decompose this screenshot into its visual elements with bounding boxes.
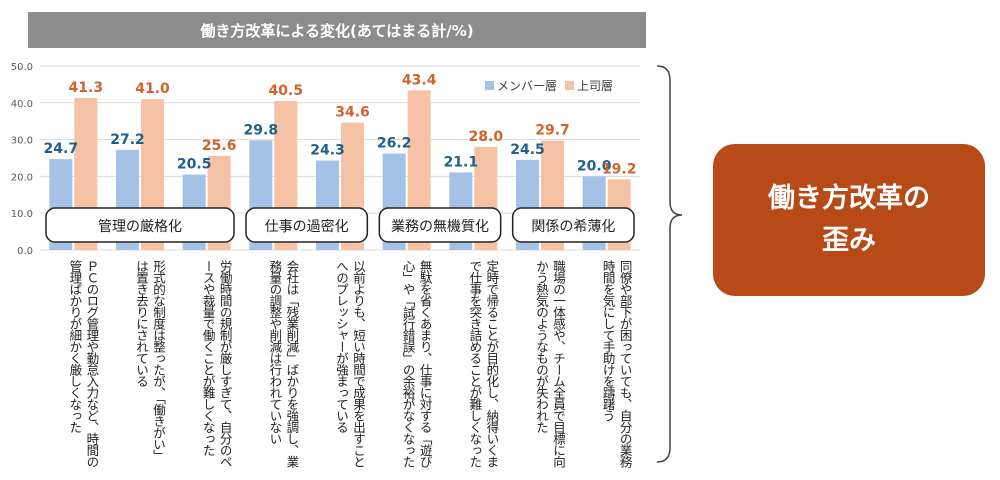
data-label: 41.0	[135, 81, 170, 97]
data-label: 29.8	[244, 122, 279, 138]
category-label: 形式的な制度は整ったが、「働きがい」は置き去りにされている	[134, 260, 166, 461]
bar-chart: 0.0 10.0 20.0 30.0 40.0 50.0 24.7 41.3 27.2 41.0…	[11, 62, 683, 463]
data-label: 24.7	[44, 141, 79, 157]
group-box	[45, 207, 235, 243]
data-label: 25.6	[202, 138, 237, 154]
group-label: 管理の厳格化	[98, 219, 182, 235]
group-label: 業務の無機質化	[391, 219, 489, 235]
callout-line-2: 歪み	[822, 225, 876, 256]
value-labels-layer: 24.7 41.3 27.2 41.0 20.5 25.6 29.8 40.5 24.3 34.6…	[44, 72, 637, 177]
y-tick-label: 10.0	[11, 209, 33, 220]
data-label: 27.2	[110, 132, 145, 148]
data-label: 26.2	[377, 136, 412, 152]
data-label: 21.1	[444, 154, 479, 170]
group-box	[245, 207, 369, 243]
y-tick-label: 40.0	[11, 99, 33, 110]
data-label: 29.7	[535, 123, 570, 139]
legend-swatch	[565, 81, 574, 90]
data-label: 24.5	[510, 142, 545, 158]
group-label: 仕事の過密化	[265, 218, 349, 235]
legend-label: 上司層	[577, 79, 613, 93]
summary-callout: 働き方改革の 歪み	[713, 144, 985, 296]
legend-label: メンバー層	[497, 79, 557, 93]
chart-title: 働き方改革による変化(あてはまる計/%)	[28, 12, 646, 48]
data-label: 41.3	[69, 80, 104, 96]
data-label: 40.5	[269, 83, 304, 99]
category-label: 無駄を省くあまり、仕事に対する「遊び心」や「試行錯誤」の余裕がなくなった	[400, 260, 433, 467]
group-boxes-layer: 管理の厳格化 仕事の過密化 業務の無機質化 関係の希薄化	[45, 207, 635, 243]
y-tick-label: 0.0	[17, 246, 33, 257]
data-label: 24.3	[310, 143, 345, 159]
category-label: 会社は「残業削減」ばかりを強調し、業務量の調整や削減は行われていない	[267, 260, 300, 467]
y-tick-label: 30.0	[11, 136, 33, 147]
y-tick-label: 20.0	[11, 172, 33, 183]
data-label: 34.6	[335, 105, 370, 121]
callout-line-1: 働き方改革の	[768, 183, 930, 214]
group-label: 関係の希薄化	[531, 219, 615, 235]
category-label: 同僚や部下が困っていても、自分の業務時間を気にして手助けを躊躇う	[600, 260, 633, 467]
brace-icon	[656, 65, 683, 463]
category-label: 労働時間の規制が厳しすぎて、自分のペースや裁量で働くことが難しくなった	[200, 260, 233, 467]
group-box	[378, 207, 502, 243]
legend-swatch	[485, 81, 494, 90]
data-label: 28.0	[469, 129, 504, 145]
data-label: 43.4	[402, 72, 437, 88]
data-label: 19.2	[602, 161, 637, 177]
group-box	[511, 207, 635, 243]
category-label: 以前よりも、短い時間で成果を出すことへのプレッシャーが強まっている	[334, 260, 366, 467]
category-label: 職場の一体感や、チーム全員で目標に向かう熱気のようなものが失われた	[534, 260, 566, 467]
category-label: ＰＣのログ管理や勤怠入力など、時間の管理ばかりが細かく厳しくなった	[67, 260, 100, 467]
data-label: 20.0	[577, 158, 612, 174]
data-label: 20.5	[177, 157, 212, 173]
category-label: 定時で帰ることが目的化し、納得いくまで仕事を突き詰めることが難しくなった	[467, 260, 500, 467]
legend: メンバー層 上司層	[485, 79, 613, 93]
y-tick-label: 50.0	[11, 62, 33, 73]
